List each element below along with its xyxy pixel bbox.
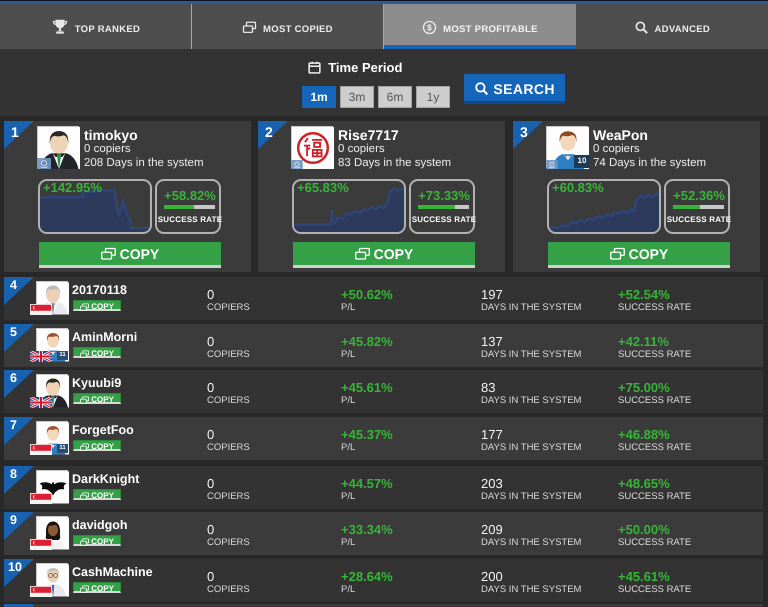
svg-text:$: $ — [427, 24, 432, 33]
